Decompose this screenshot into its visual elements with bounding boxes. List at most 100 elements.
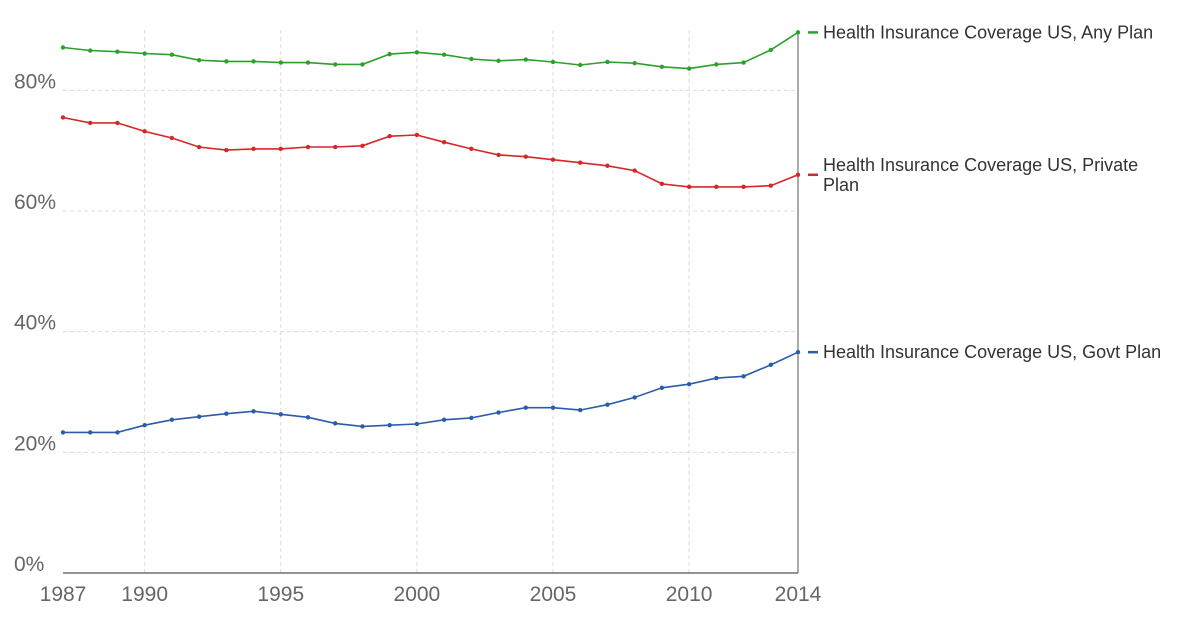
govt-plan-line	[63, 351, 799, 434]
any-plan-point	[605, 59, 610, 65]
govt-plan-point	[605, 402, 610, 407]
any-plan-point	[714, 62, 719, 67]
govt-plan-point	[360, 424, 365, 429]
private-plan-point	[278, 146, 283, 152]
private-plan-point	[387, 133, 392, 139]
legend-label: Health Insurance Coverage US, Govt Plan	[823, 342, 1161, 362]
any-plan-point	[333, 62, 338, 67]
legend-item-govt-plan: Health Insurance Coverage US, Govt Plan	[808, 342, 1161, 362]
any-plan-point	[768, 47, 773, 53]
grid	[63, 30, 798, 573]
private-plan-point	[605, 163, 610, 168]
govt-plan-point	[414, 421, 420, 427]
any-plan-point	[441, 52, 447, 57]
govt-plan-point	[169, 417, 175, 422]
private-plan-point	[578, 160, 583, 165]
govt-plan-point	[632, 395, 637, 400]
any-plan-point	[305, 60, 311, 65]
any-plan-point	[360, 62, 365, 67]
y-tick-label: 60%	[14, 191, 56, 214]
private-plan-point	[115, 120, 120, 126]
any-plan-point	[686, 66, 692, 71]
private-plan-point	[741, 184, 746, 190]
legend: Health Insurance Coverage US, Any Plan He…	[808, 22, 1161, 362]
any-plan-point	[224, 59, 229, 64]
legend-label: Health Insurance Coverage US, Any Plan	[823, 22, 1153, 42]
y-tick-label: 80%	[14, 70, 56, 93]
legend-item-private-plan: Health Insurance Coverage US, PrivatePla…	[808, 155, 1138, 195]
x-tick-label: 1987	[40, 583, 87, 606]
private-plan-point	[224, 147, 229, 153]
private-plan-point	[714, 184, 719, 190]
govt-plan-point	[278, 412, 283, 417]
any-plan-point	[550, 59, 556, 65]
private-plan-point	[305, 144, 311, 150]
any-plan-point	[115, 49, 120, 54]
any-plan-point	[578, 62, 583, 68]
govt-plan-point	[224, 411, 229, 416]
private-plan-point	[251, 146, 256, 152]
private-plan-point	[414, 132, 420, 138]
govt-plan-point	[768, 362, 773, 368]
x-tick-label: 1995	[257, 583, 304, 606]
private-plan-point	[550, 157, 556, 162]
govt-plan-point	[88, 430, 93, 435]
private-plan-point	[60, 115, 66, 120]
govt-plan-point	[578, 407, 583, 413]
govt-plan-point	[60, 430, 66, 435]
govt-plan-point	[795, 349, 801, 355]
legend-label: Plan	[823, 175, 859, 195]
any-plan-point	[414, 50, 420, 55]
private-plan-point	[632, 168, 637, 173]
any-plan-point	[523, 57, 528, 62]
govt-plan-point	[523, 405, 528, 410]
any-plan-point	[387, 51, 392, 57]
any-plan-point	[169, 52, 175, 57]
private-plan-point	[795, 172, 801, 177]
any-plan-point	[496, 58, 501, 63]
private-plan-point	[360, 143, 365, 149]
x-tick-label: 2005	[530, 583, 577, 606]
govt-plan-point	[550, 405, 556, 410]
legend-item-any-plan: Health Insurance Coverage US, Any Plan	[808, 22, 1153, 42]
private-plan-point	[768, 183, 773, 188]
any-plan-point	[795, 30, 801, 35]
govt-plan-point	[714, 375, 719, 381]
legend-label: Health Insurance Coverage US, Private	[823, 155, 1138, 175]
govt-plan-point	[333, 421, 338, 426]
any-plan-line	[62, 31, 799, 70]
any-plan-point	[88, 48, 93, 53]
any-plan-point	[469, 56, 474, 62]
govt-plan-point	[142, 422, 147, 428]
x-tick-label: 2010	[666, 583, 713, 606]
series-any-plan	[60, 30, 801, 71]
series-private-plan	[60, 115, 801, 190]
x-tick-label: 2000	[394, 583, 441, 606]
private-plan-line	[62, 116, 799, 188]
private-plan-point	[523, 154, 528, 159]
private-plan-point	[469, 146, 474, 152]
govt-plan-point	[741, 374, 746, 379]
govt-plan-point	[496, 410, 501, 415]
private-plan-point	[169, 135, 175, 141]
series-govt-plan	[60, 349, 801, 435]
y-tick-label: 40%	[14, 312, 56, 335]
axes: 0% 20% 40% 60% 80% 1987 1990 1995 2000 2005 2010 20…	[14, 30, 822, 606]
private-plan-point	[659, 181, 665, 187]
any-plan-point	[142, 51, 147, 56]
y-tick-label: 0%	[14, 553, 44, 576]
private-plan-point	[686, 184, 692, 190]
govt-plan-point	[115, 430, 120, 435]
govt-plan-point	[441, 417, 447, 422]
any-plan-point	[659, 64, 665, 70]
govt-plan-point	[387, 422, 392, 428]
private-plan-point	[441, 140, 447, 145]
govt-plan-point	[196, 414, 202, 419]
govt-plan-point	[686, 381, 692, 387]
any-plan-point	[251, 59, 256, 64]
any-plan-point	[60, 45, 66, 50]
govt-plan-point	[251, 409, 256, 414]
private-plan-point	[196, 144, 202, 150]
